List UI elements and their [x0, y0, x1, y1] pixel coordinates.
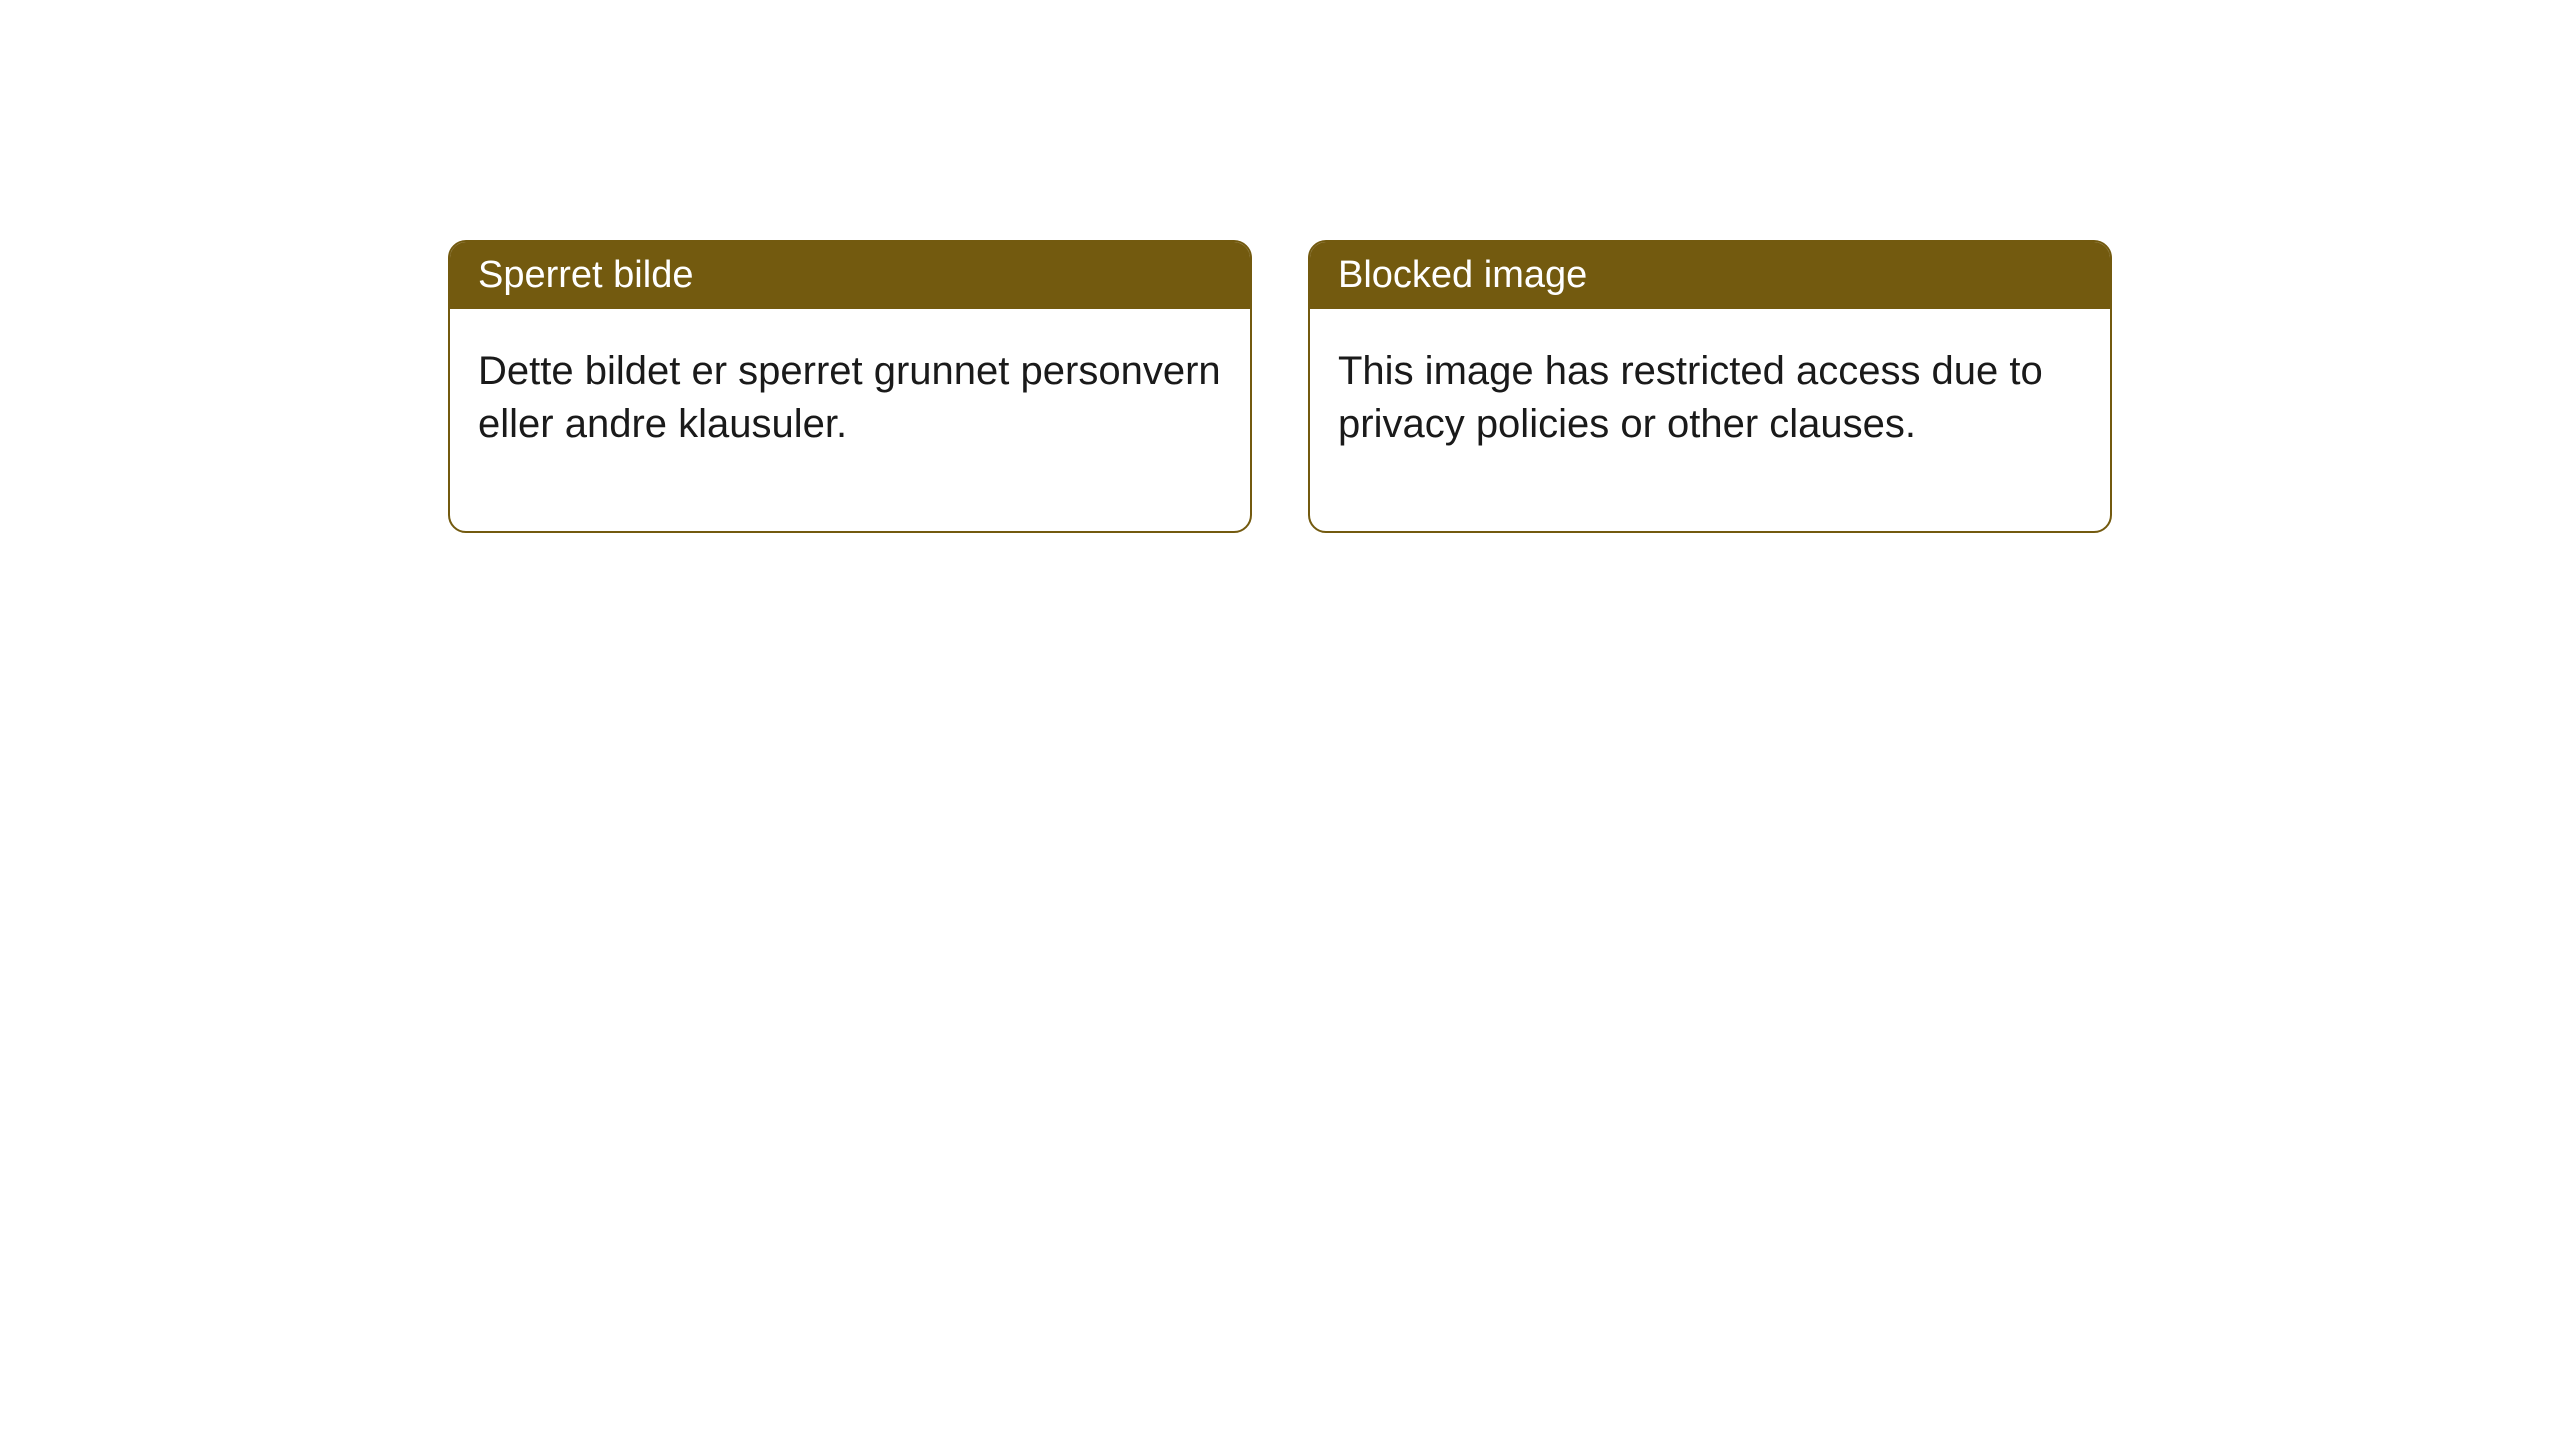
notice-body-norwegian: Dette bildet er sperret grunnet personve…	[450, 309, 1250, 531]
notice-header-norwegian: Sperret bilde	[450, 242, 1250, 309]
notice-card-norwegian: Sperret bilde Dette bildet er sperret gr…	[448, 240, 1252, 533]
notice-card-english: Blocked image This image has restricted …	[1308, 240, 2112, 533]
notice-header-english: Blocked image	[1310, 242, 2110, 309]
notice-body-english: This image has restricted access due to …	[1310, 309, 2110, 531]
notice-container: Sperret bilde Dette bildet er sperret gr…	[0, 0, 2560, 533]
